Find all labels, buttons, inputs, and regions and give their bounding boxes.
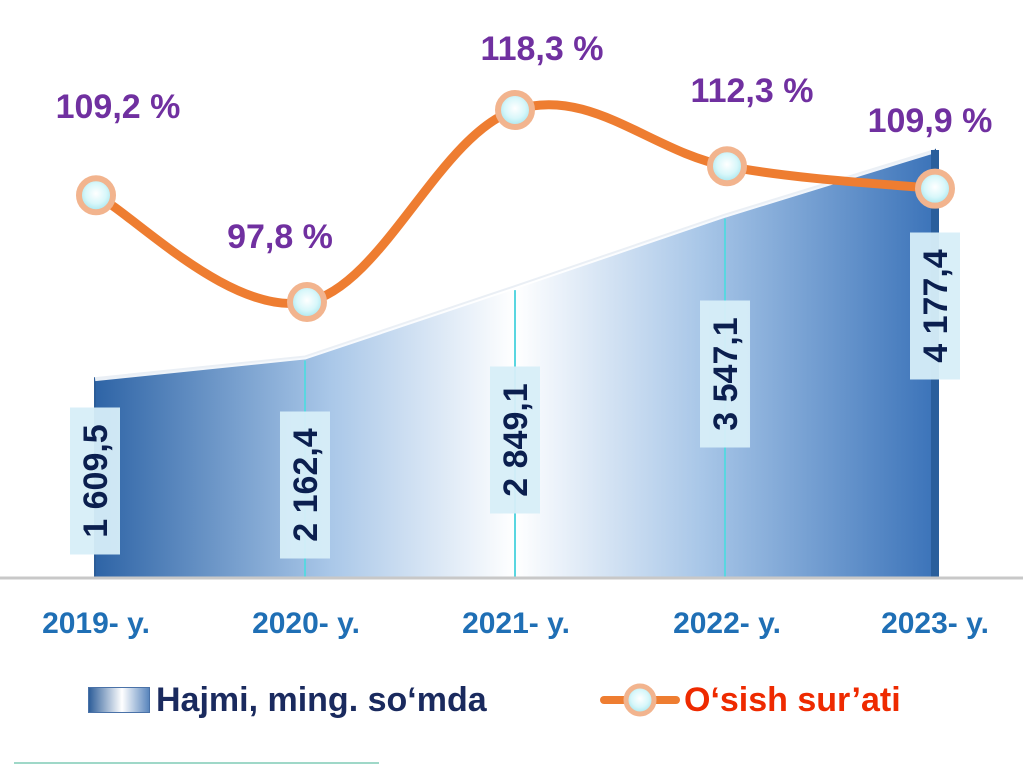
legend-label-volume: Hajmi, ming. so‘mda (156, 680, 487, 719)
volume-label: 3 547,1 (700, 300, 750, 448)
volume-label-bg (280, 411, 330, 559)
bottom-divider (14, 762, 379, 764)
growth-point (915, 168, 955, 209)
growth-labels: 109,2 % 97,8 % 118,3 % 112,3 % 109,9 % (56, 30, 993, 256)
volume-label-text: 2 849,1 (497, 383, 535, 496)
volume-label-bg (700, 300, 750, 448)
category-label: 2022- y. (673, 607, 781, 640)
growth-point (707, 146, 747, 187)
volume-label: 4 177,4 (910, 232, 960, 380)
volume-area-edge (94, 147, 936, 382)
growth-label: 109,9 % (868, 102, 993, 140)
legend-item-growth: O‘sish sur’ati (600, 678, 901, 722)
legend-item-volume: Hajmi, ming. so‘mda (88, 678, 487, 722)
volume-label-bg (490, 366, 540, 514)
volume-label: 1 609,5 (70, 407, 120, 555)
growth-label: 97,8 % (227, 218, 333, 256)
growth-label: 109,2 % (56, 88, 181, 126)
volume-label-text: 1 609,5 (77, 424, 115, 537)
volume-label-text: 4 177,4 (917, 249, 955, 363)
volume-area-series (94, 147, 939, 579)
volume-label: 2 849,1 (490, 366, 540, 514)
category-label: 2021- y. (462, 607, 570, 640)
volume-label-bg (910, 232, 960, 380)
volume-label-text: 3 547,1 (707, 317, 745, 430)
growth-point (287, 282, 327, 322)
growth-label: 118,3 % (481, 30, 604, 68)
growth-line-series (76, 90, 955, 322)
volume-label: 2 162,4 (280, 411, 330, 559)
volume-labels: 1 609,5 2 162,4 2 849,1 3 547,1 4 177,4 (70, 232, 960, 559)
category-label: 2023- y. (881, 607, 989, 640)
legend-swatch-growth (600, 683, 680, 717)
growth-point (76, 175, 116, 216)
legend-swatch-volume (88, 687, 150, 713)
category-label: 2020- y. (252, 607, 360, 640)
legend: Hajmi, ming. so‘mda O‘sish sur’ati (0, 670, 1023, 730)
volume-label-text: 2 162,4 (287, 428, 325, 542)
category-label: 2019- y. (42, 607, 150, 640)
category-labels: 2019- y. 2020- y. 2021- y. 2022- y. 2023- y. (42, 607, 989, 640)
growth-label: 112,3 % (691, 72, 814, 110)
volume-label-bg (70, 407, 120, 555)
legend-label-growth: O‘sish sur’ati (684, 680, 901, 719)
growth-point (495, 90, 535, 130)
